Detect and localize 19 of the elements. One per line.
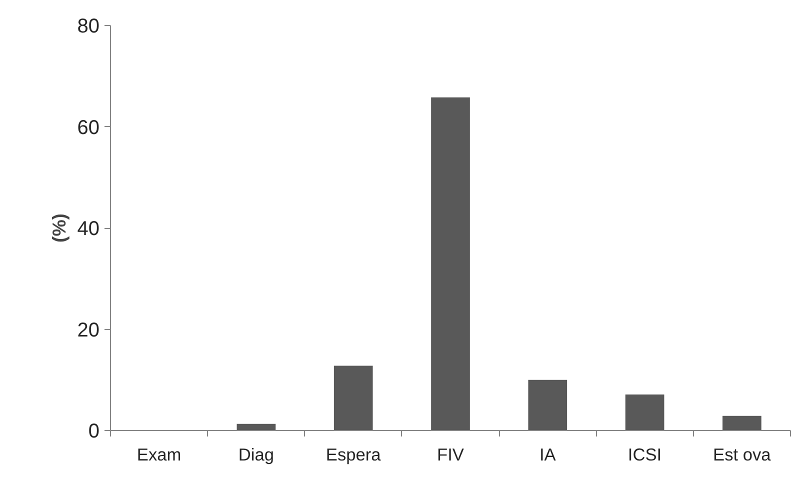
bar bbox=[625, 394, 664, 430]
x-tick-label: Diag bbox=[238, 444, 274, 464]
bar bbox=[431, 97, 470, 430]
y-tick-label: 80 bbox=[77, 16, 100, 38]
y-tick-label: 60 bbox=[77, 116, 100, 139]
bar bbox=[334, 366, 373, 430]
x-tick-label: IA bbox=[539, 444, 556, 464]
x-tick-label: Exam bbox=[136, 444, 182, 464]
x-tick-label: Espera bbox=[326, 444, 382, 464]
bar bbox=[722, 416, 762, 430]
x-tick-label: FIV bbox=[437, 444, 464, 464]
y-tick-label: 40 bbox=[77, 218, 100, 240]
bar bbox=[528, 380, 568, 430]
x-tick-label: Est ova bbox=[713, 444, 772, 464]
y-axis-title: (%) bbox=[48, 213, 70, 243]
y-tick-label: 0 bbox=[88, 420, 100, 442]
x-tick-label: ICSI bbox=[628, 444, 662, 464]
y-tick-label: 20 bbox=[77, 319, 100, 342]
bar bbox=[236, 424, 276, 430]
